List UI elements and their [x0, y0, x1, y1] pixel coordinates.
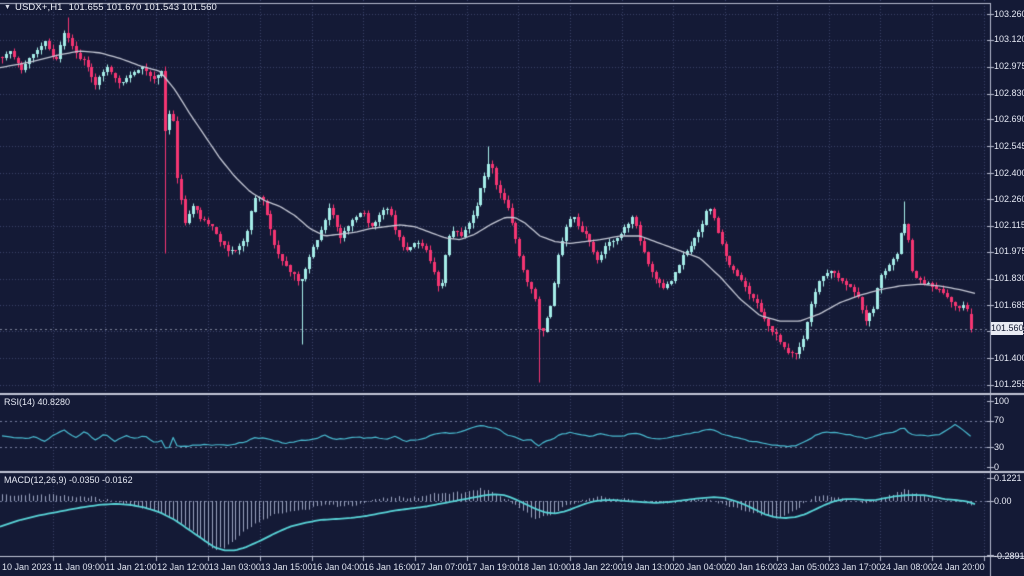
current-price-tag: 101.560	[991, 322, 1024, 335]
